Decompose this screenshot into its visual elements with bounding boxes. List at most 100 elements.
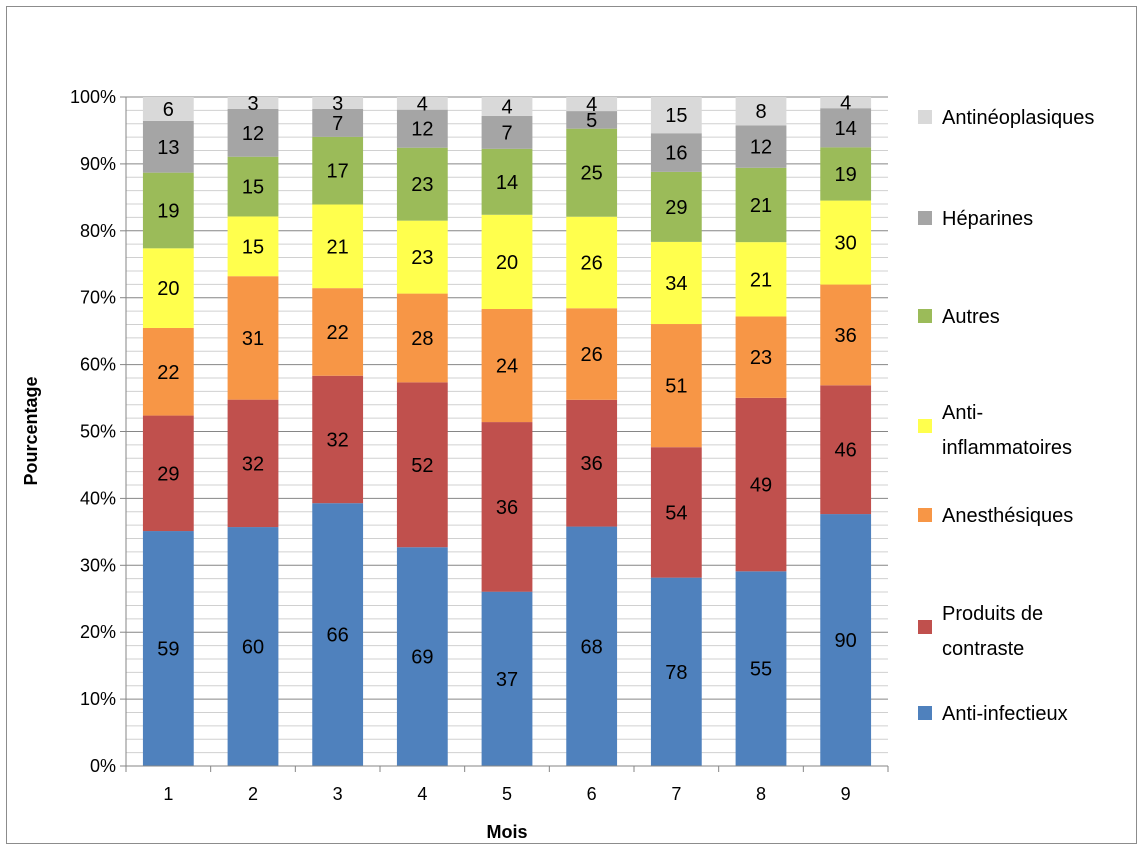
data-label: 7 [332, 113, 343, 135]
bar-segment [735, 97, 787, 126]
data-label: 24 [496, 356, 518, 378]
legend-label: Anti-infectieux [942, 703, 1068, 725]
bar-segment [396, 109, 448, 148]
legend-swatch [918, 508, 932, 522]
legend-swatch [918, 211, 932, 225]
data-label: 8 [755, 101, 766, 123]
data-label: 26 [581, 252, 603, 274]
bar-segment [735, 242, 787, 317]
y-axis-title: Pourcentage [21, 376, 41, 485]
data-label: 78 [665, 662, 687, 684]
data-label: 3 [247, 93, 258, 115]
y-tick-label: 30% [80, 555, 116, 575]
data-label: 68 [581, 636, 603, 658]
x-tick-label: 5 [502, 784, 512, 804]
bar-segment [227, 527, 279, 766]
data-label: 32 [327, 429, 349, 451]
bar-segment [227, 216, 279, 277]
data-label: 31 [242, 328, 264, 350]
y-tick-labels: 0% 10% 20% 30% 40% 50% 60% 70% 80% 90% 100% [70, 87, 126, 776]
bar-segment [142, 248, 194, 328]
y-tick-label: 0% [90, 756, 116, 776]
data-label: 36 [835, 325, 857, 347]
x-tick-label: 7 [671, 784, 681, 804]
data-label: 34 [665, 273, 687, 295]
bar-segment [481, 115, 533, 149]
bar-segment [396, 547, 448, 766]
y-tick-label: 10% [80, 689, 116, 709]
bars [142, 97, 872, 766]
data-label: 23 [411, 174, 433, 196]
data-label: 21 [750, 269, 772, 291]
data-label: 23 [750, 347, 772, 369]
bar-segment [396, 220, 448, 294]
data-label: 20 [496, 252, 518, 274]
bar-segment [312, 97, 364, 109]
data-label: 12 [242, 123, 264, 145]
legend-label: Héparines [942, 208, 1033, 230]
bar-segment [650, 577, 702, 766]
data-label: 90 [835, 630, 857, 652]
bar-segment [396, 382, 448, 548]
bar-segment [820, 284, 872, 386]
bar-segment [820, 108, 872, 148]
bar-segment [650, 447, 702, 578]
data-label: 3 [332, 93, 343, 115]
bar-segment [142, 531, 194, 766]
bar-segment [566, 128, 618, 217]
data-label: 19 [157, 200, 179, 222]
bar-segment [227, 399, 279, 528]
legend-swatch [918, 706, 932, 720]
data-label: 26 [581, 344, 603, 366]
y-tick-label: 90% [80, 154, 116, 174]
bar-segment [820, 514, 872, 766]
data-label: 29 [665, 197, 687, 219]
x-tick-label: 3 [333, 784, 343, 804]
x-axis-title: Mois [486, 822, 527, 842]
bar-segment [650, 97, 702, 134]
bar-segment [312, 503, 364, 766]
data-label: 25 [581, 163, 603, 185]
legend-label: Anti- [942, 402, 983, 424]
y-tick-label: 60% [80, 355, 116, 375]
data-label: 46 [835, 440, 857, 462]
data-label: 52 [411, 455, 433, 477]
bar-segment [820, 97, 872, 109]
data-label: 6 [163, 99, 174, 121]
data-label: 28 [411, 328, 433, 350]
bar-segment [227, 156, 279, 217]
data-label: 60 [242, 637, 264, 659]
bar-segment [481, 97, 533, 116]
legend-label: contraste [942, 638, 1024, 660]
y-tick-label: 100% [70, 87, 116, 107]
data-label: 15 [242, 236, 264, 258]
x-tick-label: 8 [756, 784, 766, 804]
data-label: 21 [327, 236, 349, 258]
data-label: 14 [496, 172, 518, 194]
bar-segment [650, 171, 702, 242]
bar-segment [312, 375, 364, 504]
x-tick-label: 9 [841, 784, 851, 804]
x-tick-label: 6 [587, 784, 597, 804]
bar-segment [142, 327, 194, 416]
x-tick-label: 1 [163, 784, 173, 804]
data-label: 15 [665, 105, 687, 127]
bar-segment [820, 147, 872, 201]
data-label: 66 [327, 625, 349, 647]
legend-swatch [918, 309, 932, 323]
data-label: 51 [665, 376, 687, 398]
data-label: 14 [835, 118, 857, 140]
data-label: 29 [157, 463, 179, 485]
bar-segment [820, 385, 872, 515]
data-label: 22 [327, 322, 349, 344]
y-tick-label: 20% [80, 622, 116, 642]
data-label: 32 [242, 453, 264, 475]
data-label: 37 [496, 669, 518, 691]
bar-segment [312, 204, 364, 289]
bar-segment [566, 97, 618, 112]
bar-segment [227, 97, 279, 109]
bar-segment [481, 148, 533, 215]
legend-swatch [918, 419, 932, 433]
bar-segment [735, 571, 787, 766]
bar-segment [735, 316, 787, 398]
